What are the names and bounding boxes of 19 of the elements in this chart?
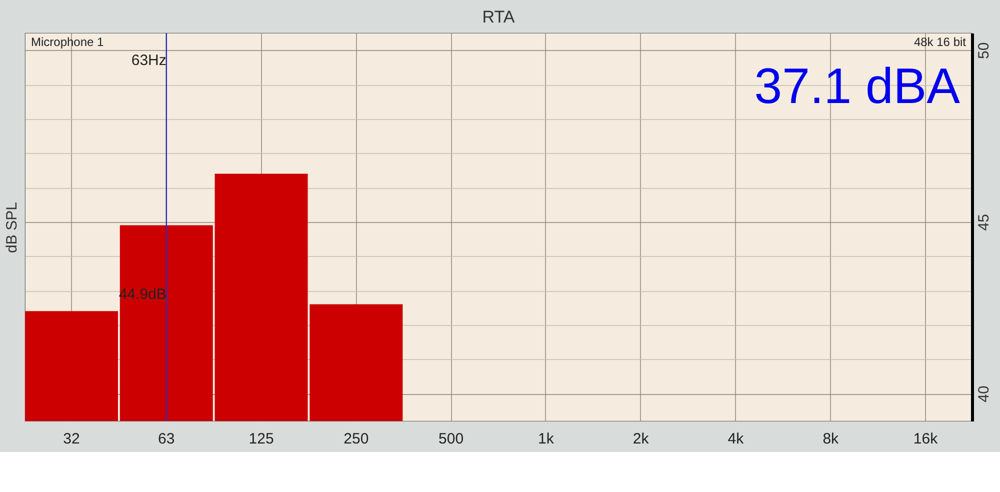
y-axis-title: dB SPL xyxy=(4,202,20,253)
x-tick-label: 16k xyxy=(913,430,938,448)
x-tick-label: 500 xyxy=(438,430,464,448)
x-tick-label: 63 xyxy=(158,430,175,448)
annotation: Microphone 1 xyxy=(31,35,104,49)
y-tick-label: 45 xyxy=(976,214,992,231)
x-tick-label: 125 xyxy=(248,430,274,448)
y-tick-label: 50 xyxy=(976,42,992,60)
annotation: 48k 16 bit xyxy=(914,35,967,49)
x-tick-label: 8k xyxy=(822,430,840,448)
ref-line-label: 63Hz xyxy=(131,52,166,69)
x-tick-label: 4k xyxy=(728,430,744,448)
x-tick-label: 32 xyxy=(63,430,80,448)
chart-title: RTA xyxy=(482,7,516,26)
annotation: 37.1 dBA xyxy=(754,58,961,114)
x-tick-label: 1k xyxy=(538,430,554,448)
y-tick-label: 40 xyxy=(976,386,992,402)
x-tick-label: 250 xyxy=(344,430,369,448)
x-tick-label: 2k xyxy=(632,430,650,448)
